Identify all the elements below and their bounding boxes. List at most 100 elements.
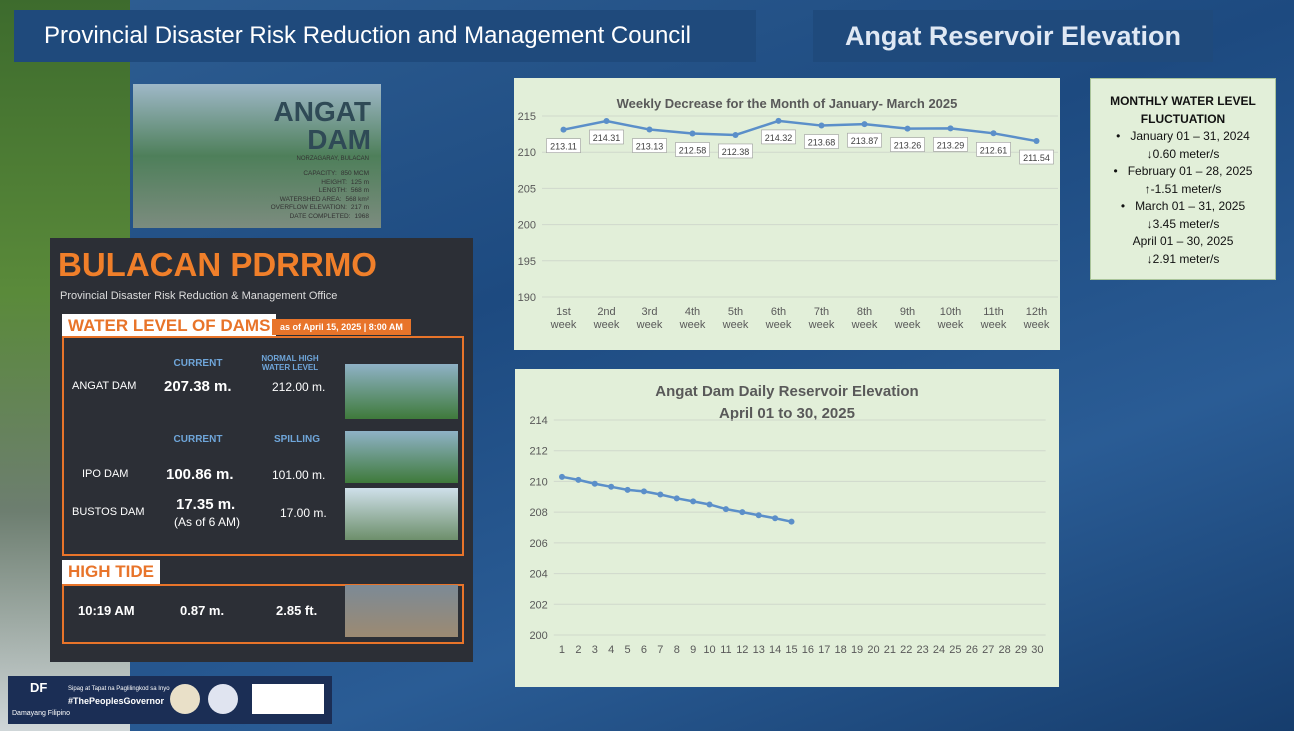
y-tick-label: 202 <box>529 599 547 611</box>
header-badge: Angat Reservoir Elevation <box>813 10 1213 62</box>
x-tick-label: 29 <box>1015 644 1027 656</box>
dam-current: 100.86 m. <box>166 466 234 483</box>
spec-value: 568 m <box>350 187 369 194</box>
period: February 01 – 28, 2025 <box>1091 163 1275 181</box>
spec-row: LENGTH: 568 m <box>271 187 369 196</box>
spec-label: CAPACITY: <box>303 170 337 177</box>
x-tick-label: 6 <box>641 644 647 656</box>
point <box>646 126 653 133</box>
change: ↓3.45 meter/s <box>1146 216 1220 231</box>
dam-name: ANGAT DAM <box>72 380 137 392</box>
dam-location: NORZAGARAY, BULACAN <box>296 156 369 162</box>
x-tick-label: 8th week <box>851 306 878 331</box>
tide-title: HIGH TIDE <box>62 560 160 584</box>
footer-tag: #ThePeoplesGovernor <box>68 696 165 706</box>
x-tick-label: 10 <box>703 644 715 656</box>
point <box>591 480 598 487</box>
spec-value: 217 m <box>350 204 369 211</box>
point <box>603 117 610 124</box>
x-tick-label: 22 <box>900 644 912 656</box>
data-label: 213.29 <box>937 140 965 150</box>
seal <box>170 684 200 714</box>
y-tick-label: 215 <box>518 111 536 123</box>
label-box <box>718 143 753 159</box>
label-box <box>589 129 624 145</box>
label-box <box>847 132 882 148</box>
x-tick-label: 19 <box>851 644 863 656</box>
x-tick-label: 24 <box>933 644 945 656</box>
pdrrmo-logo: BULACAN PDRRMO <box>58 246 377 283</box>
spec-label: LENGTH: <box>318 187 347 194</box>
spec-label: WATERSHED AREA: <box>279 195 342 203</box>
x-tick-label: 7th week <box>808 306 835 331</box>
x-tick-label: 4th week <box>679 306 706 331</box>
dam-photo <box>345 488 458 540</box>
point <box>575 476 582 483</box>
x-tick-label: 1st week <box>550 306 577 331</box>
x-tick-label: 5 <box>625 644 631 656</box>
y-tick-label: 214 <box>529 415 547 427</box>
point <box>689 130 696 137</box>
section-title: WATER LEVEL OF DAMS <box>62 314 277 338</box>
change: ↑-1.51 meter/s <box>1144 181 1222 196</box>
point <box>947 125 954 132</box>
as-of: as of April 15, 2025 | 8:00 AM <box>272 319 411 335</box>
dam-spilling: 17.00 m. <box>280 506 327 520</box>
tide-meters: 0.87 m. <box>180 603 225 618</box>
data-label: 214.32 <box>765 133 793 143</box>
point <box>722 506 729 513</box>
footer-name: Damayang Filipino <box>12 710 70 717</box>
label-box <box>1019 149 1054 165</box>
data-label: 213.13 <box>636 142 664 152</box>
label-box <box>804 134 839 149</box>
x-tick-label: 26 <box>966 644 978 656</box>
x-tick-label: 2 <box>575 644 581 656</box>
point <box>818 122 825 129</box>
pdrrmo-panel: BULACAN PDRRMO Provincial Disaster Risk … <box>50 238 473 662</box>
x-tick-label: 8 <box>674 644 680 656</box>
dam-normal: 212.00 m. <box>272 380 326 394</box>
tide-box <box>62 584 464 644</box>
label-box <box>890 137 925 152</box>
chart-subtitle: April 01 to 30, 2025 <box>719 405 855 422</box>
line <box>563 119 1037 143</box>
x-tick-label: 23 <box>917 644 929 656</box>
point <box>732 131 739 138</box>
dam-spilling: 101.00 m. <box>272 468 326 482</box>
point <box>558 473 565 480</box>
fluctuation-box: MONTHLY WATER LEVEL FLUCTUATION January … <box>1090 78 1276 280</box>
spec-label: HEIGHT: <box>321 178 347 186</box>
data-label: 212.58 <box>679 146 707 156</box>
y-tick-label: 195 <box>518 256 536 268</box>
table-header: NORMAL HIGH WATER LEVEL <box>261 354 319 372</box>
spec-value: 1968 <box>354 212 369 220</box>
y-tick-label: 208 <box>529 507 547 519</box>
point <box>775 117 782 124</box>
label-box <box>976 142 1011 157</box>
y-tick-label: 210 <box>529 476 547 488</box>
dams-box <box>62 336 464 556</box>
daily-chart: Angat Dam Daily Reservoir Elevation April… <box>529 383 1046 656</box>
point <box>690 498 697 505</box>
point <box>560 126 567 133</box>
header-title: Provincial Disaster Risk Reduction and M… <box>14 10 756 62</box>
seal <box>208 684 238 714</box>
data-label: 213.87 <box>851 136 879 146</box>
change: ↓2.91 meter/s <box>1146 251 1220 266</box>
tide-time: 10:19 AM <box>78 603 135 618</box>
period: March 01 – 31, 2025 <box>1091 198 1275 216</box>
dam-note: (As of 6 AM) <box>174 515 241 529</box>
point <box>755 512 762 519</box>
data-label: 213.11 <box>550 142 577 152</box>
x-tick-label: 18 <box>835 644 847 656</box>
spec-label: OVERFLOW ELEVATION: <box>270 204 347 211</box>
x-tick-label: 5th week <box>722 306 749 331</box>
y-tick-label: 190 <box>518 292 536 304</box>
y-tick-label: 200 <box>518 220 536 232</box>
table-header: CURRENT <box>173 434 223 445</box>
point <box>861 121 868 128</box>
point <box>788 518 795 525</box>
chart-title: Weekly Decrease for the Month of January… <box>617 96 958 111</box>
dam-photo <box>345 431 458 483</box>
weekly-chart: Weekly Decrease for the Month of January… <box>518 96 1058 331</box>
